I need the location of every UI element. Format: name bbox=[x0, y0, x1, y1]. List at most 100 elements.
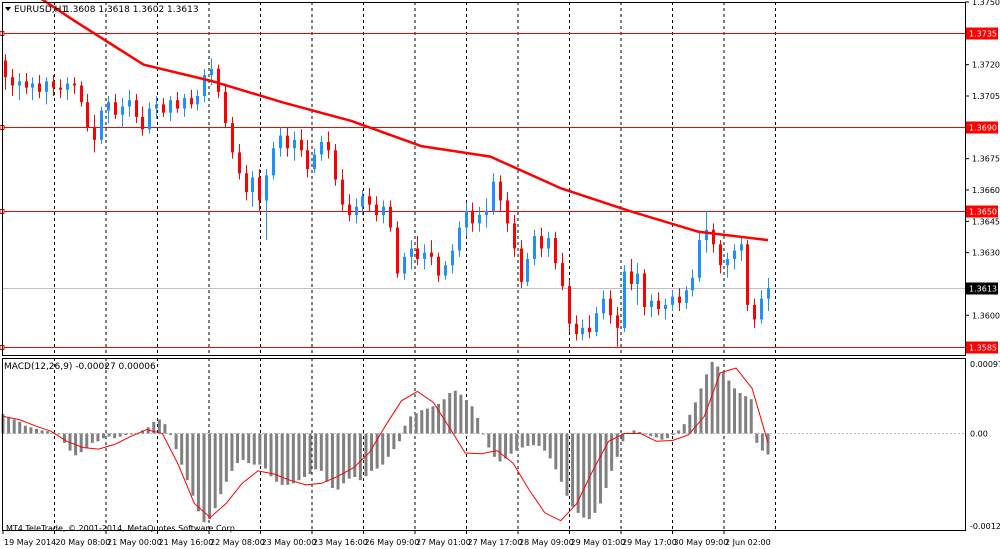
macd-bar bbox=[755, 433, 759, 443]
candle-body bbox=[25, 81, 28, 88]
current-price-tag bbox=[966, 282, 998, 295]
candle-body bbox=[485, 210, 488, 216]
macd-bar bbox=[375, 433, 379, 469]
macd-bar bbox=[749, 399, 753, 434]
macd-bar bbox=[174, 433, 178, 450]
macd-bar bbox=[453, 390, 457, 434]
candle-body bbox=[726, 258, 729, 266]
macd-bar bbox=[565, 433, 569, 496]
time-tick-label: 20 May 08:00 bbox=[56, 538, 111, 547]
macd-bar bbox=[191, 433, 195, 496]
macd-bar bbox=[509, 433, 513, 454]
candle-body bbox=[719, 244, 722, 266]
time-tick-label: 29 May 17:00 bbox=[622, 538, 677, 547]
macd-bar bbox=[766, 433, 770, 455]
candle-body bbox=[499, 181, 502, 201]
level-price-tag bbox=[966, 27, 998, 40]
candle-body bbox=[671, 296, 674, 305]
price-tick-label: 1.3660 bbox=[972, 186, 1000, 195]
macd-bar bbox=[604, 433, 608, 488]
macd-bar bbox=[180, 433, 184, 465]
macd-histogram bbox=[1, 361, 965, 523]
candle-body bbox=[251, 177, 254, 193]
macd-bar bbox=[7, 417, 11, 434]
candle-body bbox=[176, 100, 179, 109]
candle-body bbox=[458, 227, 461, 251]
macd-bar bbox=[671, 433, 675, 436]
candle-body bbox=[258, 177, 261, 201]
price-axis: 1.37501.37201.37051.36751.36601.36451.36… bbox=[965, 0, 1000, 320]
time-tick-label: 23 May 00:00 bbox=[262, 538, 317, 547]
candle-body bbox=[506, 200, 509, 224]
time-tick-label: 26 May 09:00 bbox=[365, 538, 420, 547]
macd-bar bbox=[280, 433, 284, 485]
macd-bar bbox=[414, 413, 418, 434]
macd-bar bbox=[576, 433, 580, 513]
candle-body bbox=[293, 139, 296, 149]
time-tick-label: 29 May 01:00 bbox=[571, 538, 626, 547]
candle-body bbox=[657, 300, 660, 310]
macd-bar bbox=[593, 433, 597, 513]
price-tick-label: 1.3720 bbox=[972, 61, 1000, 70]
candle-body bbox=[148, 108, 151, 130]
candle-body bbox=[341, 179, 344, 205]
price-tick-label: 1.3750 bbox=[972, 0, 1000, 7]
candle-body bbox=[389, 206, 392, 228]
candle-body bbox=[320, 141, 323, 155]
macd-bar bbox=[487, 433, 491, 448]
candle-body bbox=[155, 104, 158, 109]
candle-body bbox=[52, 81, 55, 88]
price-tick-label: 1.3705 bbox=[972, 92, 1000, 101]
time-tick-label: 30 May 09:00 bbox=[674, 538, 729, 547]
candle-body bbox=[224, 91, 227, 124]
macd-bar bbox=[464, 400, 468, 434]
macd-bar bbox=[319, 433, 323, 471]
macd-bar bbox=[504, 433, 508, 459]
macd-bar bbox=[386, 433, 390, 457]
macd-bar bbox=[732, 388, 736, 434]
macd-bar bbox=[152, 421, 156, 434]
candle-body bbox=[348, 204, 351, 216]
macd-bar bbox=[85, 433, 89, 448]
candle-body bbox=[471, 210, 474, 224]
candle-body bbox=[616, 315, 619, 328]
candle-body bbox=[492, 181, 495, 211]
macd-bar bbox=[665, 433, 669, 439]
level-price-label: 1.3735 bbox=[969, 30, 997, 39]
macd-bar bbox=[498, 433, 502, 462]
time-tick-label: 2 Jun 02:00 bbox=[725, 538, 771, 547]
time-tick-label: 22 May 08:00 bbox=[210, 538, 265, 547]
macd-bar bbox=[699, 388, 703, 434]
candle-body bbox=[753, 304, 756, 320]
candle-body bbox=[575, 323, 578, 335]
macd-bar bbox=[381, 433, 385, 465]
price-tick-label: 1.3645 bbox=[972, 217, 1000, 226]
macd-bar bbox=[481, 433, 485, 435]
candle-body bbox=[444, 265, 447, 276]
candle-body bbox=[533, 235, 536, 259]
candle-body bbox=[767, 288, 770, 299]
macd-bar bbox=[358, 433, 362, 481]
macd-bar bbox=[213, 433, 217, 509]
macd-bar bbox=[660, 433, 664, 440]
macd-bar bbox=[330, 433, 334, 488]
candle-body bbox=[368, 196, 371, 205]
candle-body bbox=[437, 256, 440, 276]
candle-body bbox=[231, 123, 234, 153]
candle-body bbox=[526, 258, 529, 282]
macd-bar bbox=[520, 433, 524, 448]
macd-bar bbox=[543, 433, 547, 451]
macd-bar bbox=[258, 433, 262, 465]
macd-bar bbox=[208, 433, 212, 520]
time-tick-label: 23 May 16:00 bbox=[313, 538, 368, 547]
level-lines[interactable]: 1.3735 1.3690 1.3650 1.3585 bbox=[0, 27, 998, 354]
macd-bar bbox=[62, 433, 66, 443]
price-tick-label: 1.3675 bbox=[972, 155, 1000, 164]
candle-body bbox=[286, 135, 289, 149]
candle-body bbox=[636, 273, 639, 284]
candle-body bbox=[403, 256, 406, 274]
candle-body bbox=[93, 127, 96, 140]
dropdown-arrow-icon[interactable] bbox=[5, 7, 11, 11]
candle-body bbox=[31, 83, 34, 88]
